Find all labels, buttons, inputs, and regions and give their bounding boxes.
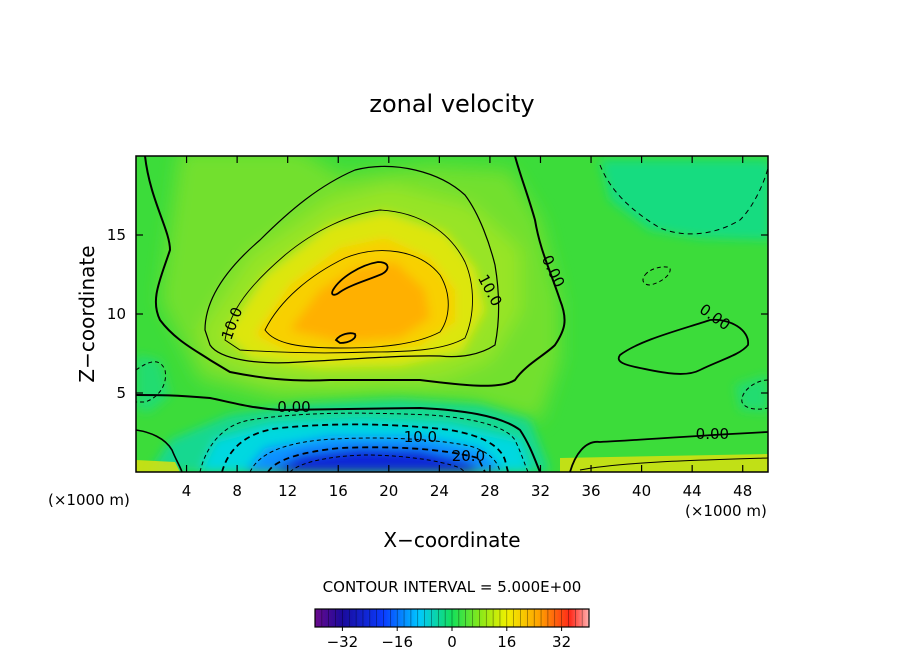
contour-zero-right-lobe (617, 318, 749, 375)
colorbar: −32 −16 0 16 32 (314, 608, 590, 651)
contour-neg-five (199, 412, 529, 472)
x-tick-label: 36 (581, 482, 600, 500)
x-tick-label: 28 (480, 482, 499, 500)
colorbar-tick-label: 16 (497, 633, 516, 651)
contour-fifteen (224, 209, 473, 354)
field-left-edge-easterly (136, 355, 170, 412)
x-unit-left: (×1000 m) (48, 491, 130, 509)
y-tick-label: 10 (107, 305, 126, 323)
contour-ten-outer (204, 165, 500, 364)
x-tick-label: 24 (430, 482, 449, 500)
x-tick-label: 8 (232, 482, 242, 500)
colorbar-tick-label: 32 (552, 633, 571, 651)
field-jet-core (290, 262, 430, 342)
contour-neg-twenty (267, 446, 486, 472)
contour-neg-small-loop (642, 266, 671, 286)
contour-surface-positive-right (579, 457, 768, 471)
x-tick-label: 12 (278, 482, 297, 500)
contour-twenty (264, 250, 449, 349)
contour-zero-surface-right (569, 431, 768, 472)
contour-neg-ten (221, 423, 509, 472)
y-axis-label: Z−coordinate (75, 245, 99, 382)
colorbar-tick-label: −32 (327, 633, 359, 651)
contour-zero-low (136, 394, 541, 472)
contour-neg-upper-right (599, 164, 768, 235)
contour-label: 0.00 (277, 398, 310, 416)
chart-title: zonal velocity (369, 90, 534, 118)
field-reverse-flow-core (270, 448, 480, 472)
x-tick-label: 44 (683, 482, 702, 500)
contour-zero-surface-left (136, 429, 183, 472)
x-tick-label: 48 (733, 482, 752, 500)
colorbar-tick-label: −16 (381, 633, 413, 651)
x-unit-right: (×1000 m) (685, 502, 767, 520)
contour-zero-main (144, 156, 566, 387)
contour-neg-right-edge (741, 379, 768, 410)
contour-label: 0.00 (696, 425, 729, 443)
field-right-edge-easterly (735, 375, 768, 412)
contour-lines (136, 156, 768, 472)
field-upper-right-easterly (600, 160, 768, 240)
x-tick-label: 20 (379, 482, 398, 500)
x-tick-label: 4 (182, 482, 192, 500)
x-tick-label: 16 (329, 482, 348, 500)
y-axis: 5 10 15 (107, 226, 768, 402)
contour-jet-core-a (331, 261, 389, 296)
contour-label: 20.0 (452, 447, 485, 465)
contour-neg-twentyfive (289, 454, 466, 472)
colorbar-segments (321, 609, 583, 627)
x-axis: 4 8 12 16 20 24 28 32 36 40 44 48 (182, 156, 752, 500)
velocity-field (136, 156, 768, 472)
colorbar-tick-label: 0 (447, 633, 457, 651)
x-tick-label: 32 (531, 482, 550, 500)
contour-label: 10.0 (404, 428, 437, 446)
contour-interval-note: CONTOUR INTERVAL = 5.000E+00 (323, 578, 582, 596)
contour-jet-core-b (334, 332, 357, 344)
field-surface-strip (136, 454, 768, 472)
x-tick-label: 40 (632, 482, 651, 500)
colorbar-ticks: −32 −16 0 16 32 (327, 627, 571, 651)
y-tick-label: 15 (107, 226, 126, 244)
x-axis-label: X−coordinate (383, 528, 520, 552)
y-tick-label: 5 (116, 384, 126, 402)
